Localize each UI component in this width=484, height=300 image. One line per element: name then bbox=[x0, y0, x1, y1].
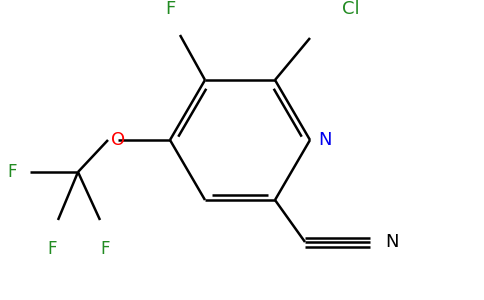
Text: F: F bbox=[165, 0, 175, 18]
Text: F: F bbox=[47, 240, 57, 258]
Text: F: F bbox=[7, 163, 17, 181]
Text: N: N bbox=[385, 233, 398, 251]
Text: O: O bbox=[111, 131, 125, 149]
Text: N: N bbox=[318, 131, 332, 149]
Text: F: F bbox=[100, 240, 110, 258]
Text: Cl: Cl bbox=[342, 0, 360, 18]
